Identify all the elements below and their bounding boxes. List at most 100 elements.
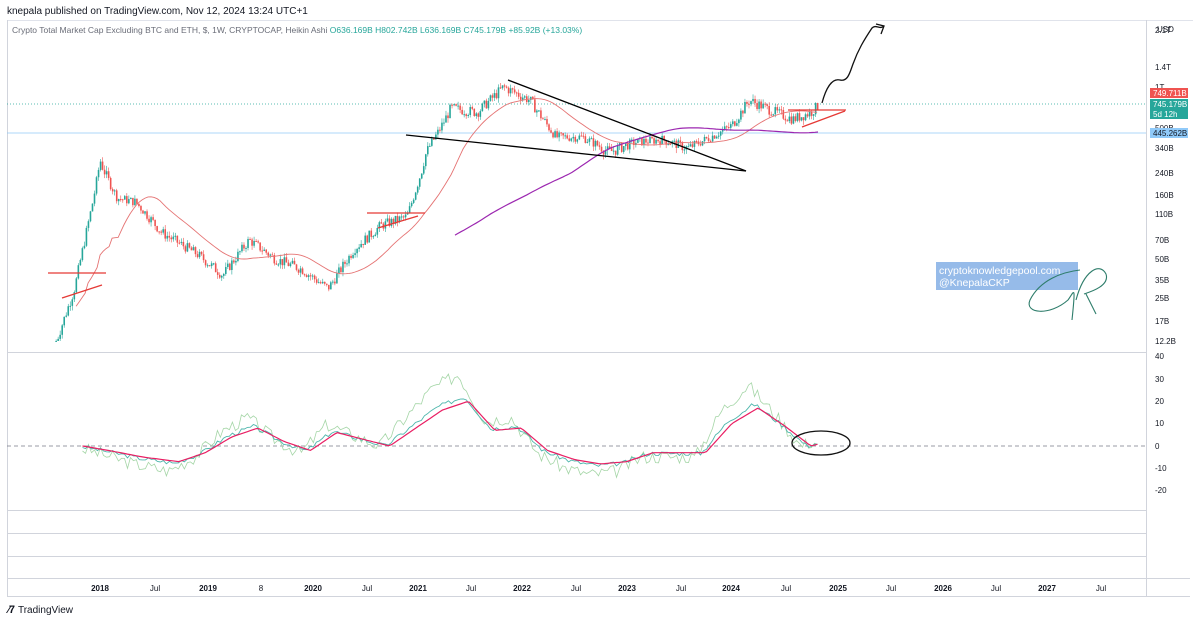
osc-tick-label: 40 [1155,352,1164,361]
tradingview-mark-icon: ⁄7 [8,604,15,616]
candle-body [469,107,472,116]
time-tick-label: 2023 [618,584,636,593]
price-badges: 749.711B 745.179B 5d 12h 445.262B [1150,88,1188,138]
candle-body [358,247,360,249]
candle-body [626,143,629,150]
candle-body [109,177,112,190]
candle-body [275,263,278,265]
candle-body [295,264,298,270]
candle-body [364,235,366,245]
candle-body [542,118,544,120]
candle-body [301,268,304,275]
candle-body [528,99,530,103]
candle-body [119,199,122,201]
candle-body [138,203,140,207]
price-tick-label: 340B [1155,144,1174,153]
candle-body [130,197,132,200]
candle-body [243,244,245,249]
candle-body [699,144,702,146]
candle-body [552,132,554,138]
price-tick-label: 50B [1155,255,1169,264]
candle-body [206,265,209,267]
candle-body [196,254,199,258]
candle-body [459,105,461,110]
moving-average-lines [75,98,819,307]
currency-label: USD [1157,25,1174,34]
candle-body [202,254,205,261]
candle-body [396,215,399,222]
candle-body [152,217,154,220]
candle-body [340,267,342,273]
candle-body [85,227,88,246]
candle-body [190,247,193,251]
candle-body [740,110,742,120]
candle-body [200,251,203,255]
symbol-name[interactable]: Crypto Total Market Cap Excluding BTC an… [12,25,328,35]
time-tick-label: Jul [991,584,1001,593]
candle-body [77,265,80,279]
time-tick-label: Jul [466,584,476,593]
candle-body [352,254,354,258]
price-tick-label: 17B [1155,317,1169,326]
candle-body [485,100,488,109]
oscillator-signal-line [82,398,818,467]
candle-body [594,140,597,147]
candle-body [497,87,500,99]
candle-body [105,171,108,175]
candle-body [612,150,615,152]
candle-body [410,202,413,207]
candle-body [467,115,470,117]
panel-frame [7,20,1190,597]
time-tick-label: 2020 [304,584,322,593]
candle-body [239,251,241,253]
candle-body [348,255,350,264]
candle-body [342,261,344,273]
ohlc-values: O636.169B H802.742B L636.169B C745.179B … [329,25,583,35]
candle-body [738,119,740,124]
candle-body [754,98,756,104]
trendline-drawings[interactable] [48,23,885,456]
candle-body [778,109,781,111]
candle-body [271,254,274,256]
candle-body [800,117,803,121]
candle-body [629,139,631,150]
candlestick-series [55,82,819,342]
candle-body [709,140,712,142]
ma-price-badge: 445.262B [1153,129,1187,138]
candle-body [624,143,627,147]
candle-body [814,103,817,115]
candle-body [390,218,393,226]
candle-body [406,213,409,215]
candle-body [532,96,534,100]
candle-body [328,284,330,290]
price-tick-label: 35B [1155,276,1169,285]
candle-body [550,130,552,133]
candle-body [97,169,100,178]
candle-body [691,144,694,147]
tradingview-logo[interactable]: ⁄7 TradingView [8,604,73,616]
candle-body [703,136,706,142]
candle-body [784,118,787,121]
candle-body [170,237,173,240]
candle-body [146,211,148,219]
candle-body [235,260,237,263]
candle-body [774,107,777,115]
candle-body [631,139,633,141]
candle-body [481,103,484,112]
candle-body [643,138,645,146]
candle-body [65,315,68,317]
candle-body [455,104,457,106]
candle-body [162,229,164,233]
flag-2017-bottom [61,284,103,299]
candle-body [374,234,377,237]
candle-body [281,259,284,266]
candle-body [422,166,425,174]
candle-body [505,86,508,88]
price-tick-label: 2.1T [1155,26,1171,35]
time-axis: 2018 Jul 2019 8 2020 Jul 2021 Jul 2022 Jul 2023 Jul… [91,584,1106,593]
flag-2021-bottom [377,215,419,229]
candle-body [222,273,225,276]
candle-body [788,116,791,122]
candle-body [441,122,443,131]
